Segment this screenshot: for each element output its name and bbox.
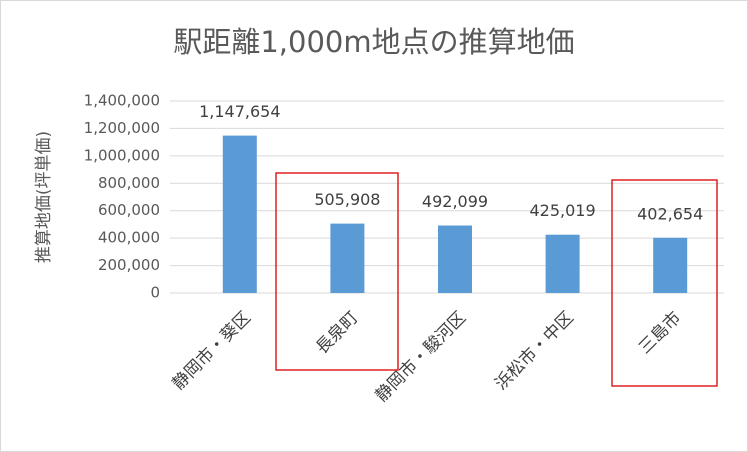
y-tick-label: 1,400,000: [84, 92, 160, 110]
y-tick-label: 600,000: [98, 201, 160, 219]
y-axis-label: 推算地価(坪単価): [34, 131, 54, 263]
y-tick-label: 1,000,000: [84, 146, 160, 164]
bar: [653, 237, 688, 293]
data-label: 505,908: [314, 190, 380, 209]
bar: [438, 225, 472, 293]
data-label: 492,099: [422, 192, 488, 211]
chart-title: 駅距離1,000m地点の推算地価: [173, 25, 574, 59]
y-tick-label: 800,000: [98, 174, 160, 192]
bar: [330, 223, 365, 293]
y-tick-label: 200,000: [98, 256, 160, 274]
data-label: 425,019: [530, 201, 596, 220]
y-tick-label: 1,200,000: [84, 119, 160, 137]
data-label: 1,147,654: [199, 102, 280, 121]
bar: [545, 234, 580, 293]
y-tick-label: 400,000: [98, 229, 160, 247]
bar: [222, 135, 257, 293]
highlight-box: [275, 172, 399, 371]
y-tick-label: 0: [150, 284, 160, 302]
data-label: 402,654: [637, 204, 703, 223]
highlight-box: [611, 179, 718, 387]
